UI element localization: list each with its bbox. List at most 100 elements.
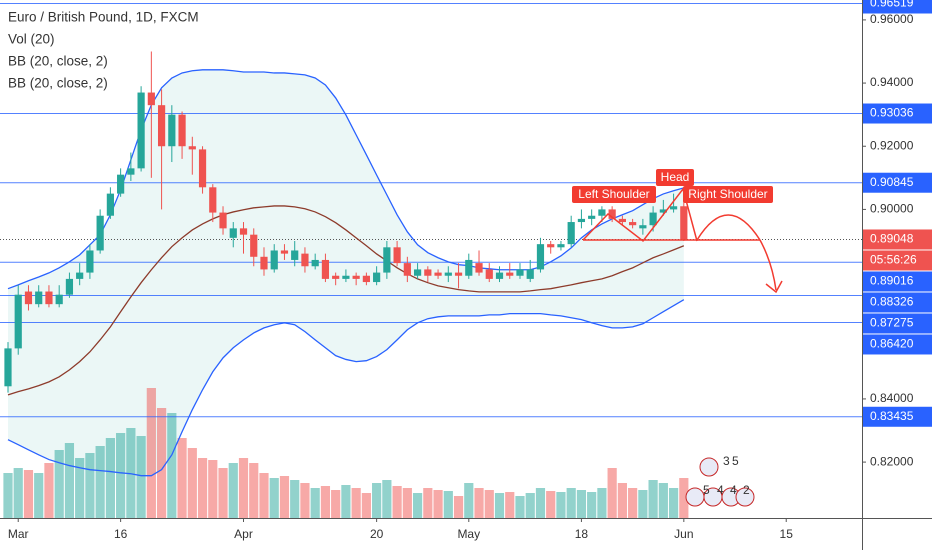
candle-body (506, 272, 514, 276)
price-label-box (863, 229, 932, 250)
volume-bar (484, 490, 494, 518)
candle-body (239, 228, 248, 235)
candle-body (526, 269, 534, 279)
price-label: 0.83435 (870, 409, 914, 423)
volume-bar (54, 450, 64, 518)
candle-body (454, 272, 463, 276)
price-label: 0.87275 (870, 316, 914, 330)
volume-bar (75, 458, 85, 518)
x-tick-label: Apr (234, 527, 253, 541)
price-label: 0.90845 (870, 175, 914, 189)
volume-bar (249, 463, 259, 518)
event-count: 4 (730, 483, 737, 497)
volume-bar (187, 448, 197, 518)
candle-body (393, 247, 401, 264)
candle-body (86, 250, 94, 273)
volume-bar (546, 491, 556, 518)
volume-bar (423, 488, 433, 518)
candle-body (598, 209, 606, 216)
volume-bar (105, 438, 115, 518)
head-and-shoulders-drawing (582, 187, 783, 294)
y-tick-label: 0.82000 (870, 454, 914, 468)
event-badges: 3 5 5 4 4 2 (685, 454, 755, 507)
annotation: Right Shoulder (688, 187, 767, 201)
price-label-box (863, 406, 932, 427)
volume-bar (668, 488, 679, 518)
candle-body (444, 272, 452, 276)
volume-bar (464, 483, 474, 518)
volume-bar (238, 458, 249, 518)
price-label-box (863, 0, 932, 14)
volume-bar (208, 460, 218, 518)
volume-bar (331, 490, 341, 518)
event-count: 2 (743, 483, 750, 497)
candle-body (485, 269, 493, 279)
indicator-label: BB (20, close, 2) (8, 54, 108, 69)
volume-bar (116, 433, 126, 518)
y-tick-label: 0.92000 (870, 138, 914, 152)
volume-bar (156, 408, 167, 518)
candle-body (178, 114, 186, 147)
volume-bar (320, 486, 331, 518)
volume-bar (617, 483, 627, 518)
candle-body (669, 206, 678, 210)
volume-bar (433, 490, 443, 518)
volume-bar (341, 485, 351, 518)
candle-body (352, 275, 360, 279)
projection-arrow (759, 239, 777, 291)
candle-body (219, 212, 227, 229)
volume-bar (648, 480, 658, 518)
volume-bar (290, 480, 300, 518)
candle-body (291, 250, 299, 260)
candle-body (14, 294, 22, 349)
candle-body (301, 253, 309, 267)
price-label-box (863, 172, 932, 193)
volume-bar (679, 478, 689, 518)
price-label: 0.93036 (870, 106, 914, 120)
candle-body (321, 259, 330, 279)
volume-bar (402, 488, 412, 518)
candle-body (24, 291, 33, 305)
pattern-outline (582, 187, 698, 243)
x-tick-label: May (457, 527, 480, 541)
candle-body (127, 168, 135, 175)
candle-body (413, 269, 422, 276)
y-tick-label: 0.84000 (870, 391, 914, 405)
price-label: 0.89016 (870, 274, 914, 288)
volume-bar (34, 473, 44, 518)
plot-area (0, 3, 862, 518)
bb-lower (7, 299, 685, 477)
price-label-box (863, 313, 932, 334)
price-label: 0.96519 (870, 0, 914, 10)
volume-bar (136, 436, 146, 518)
bb-basis (7, 205, 685, 396)
candle-body (280, 250, 289, 254)
volume-bar (474, 488, 484, 518)
candle-body (680, 206, 688, 240)
annotations: Left Shoulder Head Right Shoulder (572, 169, 773, 203)
candle-body (260, 256, 268, 270)
arrow-head (765, 280, 783, 294)
volume-bar (167, 413, 177, 518)
volume-bar (372, 483, 382, 518)
candle-body (649, 212, 657, 226)
candle-body (332, 275, 340, 279)
candle-body (567, 222, 575, 245)
candle-body (639, 225, 647, 229)
volume-bar (300, 483, 310, 518)
axes: 0.96000 0.94000 0.92000 0.90000 0.84000 0.820… (8, 0, 932, 541)
x-tick-label: 16 (114, 527, 128, 541)
volume-bar (3, 473, 13, 518)
candle-body (373, 272, 381, 283)
price-label: 0.88326 (870, 295, 914, 309)
candle-body (168, 114, 176, 147)
candle-body (536, 244, 545, 270)
candle-body (76, 272, 84, 279)
x-tick-label: 18 (575, 527, 589, 541)
candle-body (557, 244, 565, 248)
volume-bar (412, 493, 423, 518)
candle-body (424, 269, 432, 276)
annotation-box (656, 169, 694, 186)
volume-bar (566, 488, 576, 518)
